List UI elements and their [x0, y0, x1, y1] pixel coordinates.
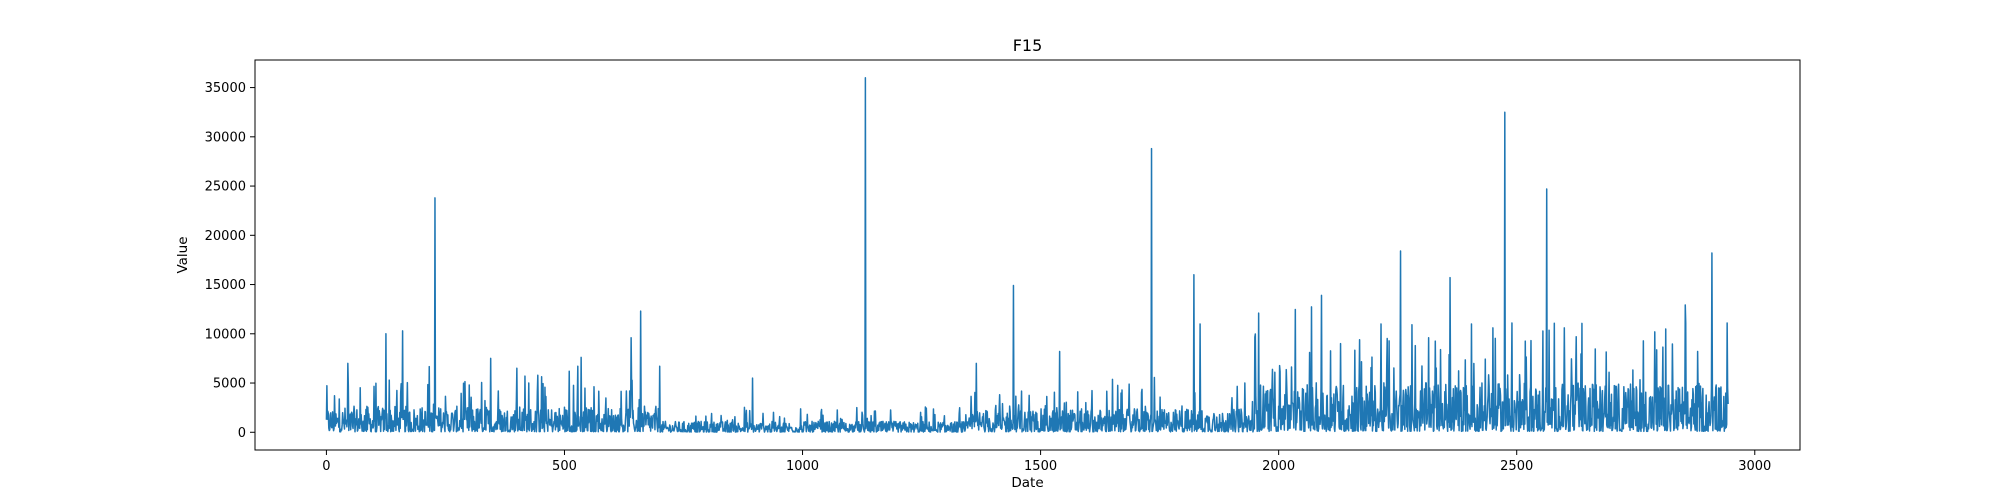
y-tick-label: 0: [238, 426, 246, 441]
y-axis-label: Value: [175, 236, 191, 273]
plot-frame: [254, 59, 1801, 451]
y-tick-label: 10000: [205, 327, 246, 342]
x-tick-label: 2500: [1500, 459, 1533, 474]
y-tick-label: 25000: [205, 180, 246, 195]
x-tick-label: 1000: [786, 459, 819, 474]
chart-title: F15: [1013, 36, 1043, 55]
x-axis-label: Date: [1011, 475, 1043, 491]
series-line: [325, 76, 1729, 433]
y-tick-label: 35000: [205, 81, 246, 96]
y-tick-label: 20000: [205, 229, 246, 244]
y-tick-label: 15000: [205, 278, 246, 293]
x-tick-label: 0: [322, 459, 330, 474]
x-tick-label: 2000: [1262, 459, 1295, 474]
x-tick-label: 1500: [1024, 459, 1057, 474]
y-tick-label: 30000: [205, 130, 246, 145]
y-tick-label: 5000: [213, 377, 246, 392]
x-tick-label: 500: [552, 459, 577, 474]
x-tick-label: 3000: [1738, 459, 1771, 474]
